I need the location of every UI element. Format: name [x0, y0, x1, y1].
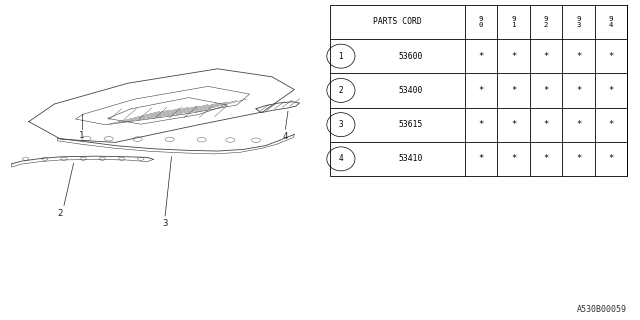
Text: *: *	[543, 52, 548, 61]
Text: *: *	[479, 52, 484, 61]
Text: 1: 1	[339, 52, 343, 61]
Text: *: *	[576, 120, 581, 129]
Text: *: *	[609, 52, 614, 61]
Text: 9
2: 9 2	[544, 16, 548, 28]
Text: *: *	[511, 86, 516, 95]
Text: A530B00059: A530B00059	[577, 305, 627, 314]
Text: 4: 4	[339, 154, 343, 164]
Text: 3: 3	[163, 219, 168, 228]
Text: *: *	[543, 86, 548, 95]
Text: 9
3: 9 3	[576, 16, 580, 28]
Text: 2: 2	[58, 209, 63, 218]
Text: 53600: 53600	[399, 52, 423, 61]
Text: *: *	[511, 120, 516, 129]
Text: 53400: 53400	[399, 86, 423, 95]
Text: 3: 3	[339, 120, 343, 129]
Text: *: *	[576, 154, 581, 164]
Text: 1: 1	[79, 131, 84, 140]
Text: *: *	[576, 86, 581, 95]
Text: *: *	[479, 120, 484, 129]
Text: *: *	[511, 154, 516, 164]
Text: 53615: 53615	[399, 120, 423, 129]
Text: 9
0: 9 0	[479, 16, 483, 28]
Text: 2: 2	[339, 86, 343, 95]
Text: *: *	[609, 86, 614, 95]
Text: *: *	[609, 154, 614, 164]
Text: PARTS CORD: PARTS CORD	[373, 17, 422, 27]
Text: *: *	[543, 154, 548, 164]
Text: 9
4: 9 4	[609, 16, 613, 28]
Text: *: *	[609, 120, 614, 129]
Text: *: *	[543, 120, 548, 129]
Text: *: *	[479, 154, 484, 164]
Bar	[330, 5, 627, 176]
Text: *: *	[511, 52, 516, 61]
Text: *: *	[479, 86, 484, 95]
Text: 4: 4	[283, 132, 288, 141]
Text: 53410: 53410	[399, 154, 423, 164]
Text: *: *	[576, 52, 581, 61]
Text: 9
1: 9 1	[511, 16, 516, 28]
